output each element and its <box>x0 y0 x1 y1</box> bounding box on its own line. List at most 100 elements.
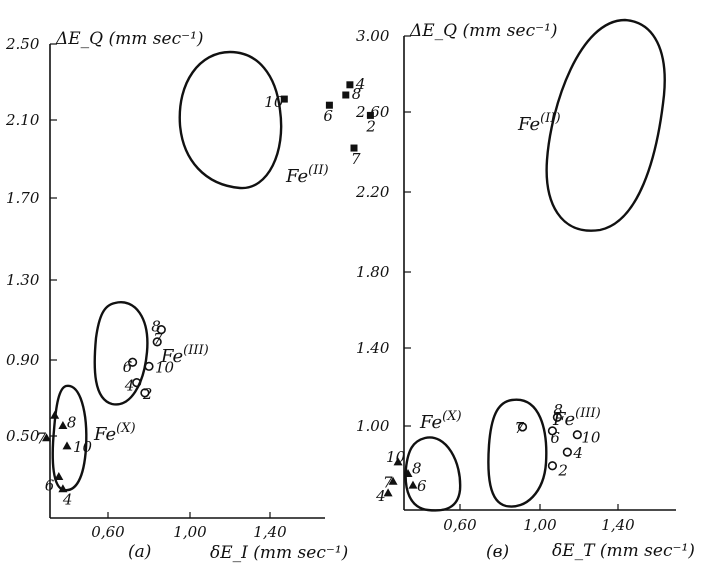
point-label-a-square-1: 8 <box>352 85 362 103</box>
fex-label-b-sup: (X) <box>442 409 461 424</box>
fe3-enclosure-a <box>93 301 149 406</box>
fex-enclosure-b <box>404 436 462 512</box>
y-tick-label-b-5: 1.00 <box>356 417 390 435</box>
fex-label-b: Fe(X) <box>419 409 462 433</box>
fe2-enclosure-b <box>545 18 666 232</box>
point-b-circle-4 <box>562 447 572 457</box>
point-label-b-triangle-0: 10 <box>386 448 406 466</box>
y-tick-label-b-4: 1.40 <box>356 339 390 357</box>
x-axis-label-a: δE_I (mm sec⁻¹) <box>210 543 348 563</box>
fe3-label-a-sup: (III) <box>183 343 209 358</box>
fe2-label-a-sup: (II) <box>308 163 328 178</box>
y-tick-label-a-5: 0.50 <box>6 427 40 445</box>
x-tick-label-a-0: 0,60 <box>91 523 125 541</box>
point-label-a-triangle-5: 4 <box>62 491 73 509</box>
fex-label-a-base: Fe <box>93 424 116 445</box>
point-a-triangle-0 <box>50 410 60 419</box>
point-label-b-circle-5: 2 <box>557 462 568 480</box>
y-tick-label-b-0: 3.00 <box>356 27 390 45</box>
panel-label-a: (a) <box>128 542 151 562</box>
fex-label-a: Fe(X) <box>93 421 136 445</box>
point-b-circle-2 <box>547 426 558 436</box>
point-a-circle-1 <box>152 337 162 347</box>
point-a-square-3 <box>325 101 333 109</box>
point-label-a-circle-3: 10 <box>155 358 175 376</box>
fex-label-b-base: Fe <box>419 412 442 433</box>
point-a-triangle-3 <box>62 441 72 450</box>
fe2-label-b-base: Fe <box>517 114 540 135</box>
y-tick-label-b-3: 1.80 <box>356 263 390 281</box>
point-a-square-0 <box>346 81 354 89</box>
point-label-a-triangle-2: 7 <box>37 430 47 448</box>
y-tick-label-a-1: 2.10 <box>5 111 40 129</box>
point-label-a-circle-2: 6 <box>123 358 133 376</box>
point-label-b-triangle-1: 8 <box>412 460 422 478</box>
fex-label-a-sup: (X) <box>116 421 135 436</box>
point-b-triangle-0 <box>393 457 403 466</box>
point-label-b-circle-1: 7 <box>515 419 525 437</box>
point-label-a-square-0: 4 <box>355 75 366 93</box>
y-axis-label-a: ΔE_Q (mm sec⁻¹) <box>55 29 204 49</box>
y-tick-label-a-2: 1.70 <box>6 189 40 207</box>
fe2-label-a: Fe(II) <box>285 163 329 187</box>
point-b-triangle-3 <box>408 480 418 489</box>
point-b-triangle-1 <box>403 469 413 477</box>
point-label-b-triangle-4: 4 <box>375 487 386 505</box>
y-ticks-b: 3.00 2.60 2.20 1.80 1.40 1.00 <box>355 27 411 435</box>
point-label-a-circle-0: 8 <box>151 318 161 336</box>
point-b-circle-5 <box>547 461 558 471</box>
fe2-enclosure-a <box>178 50 283 190</box>
point-a-circle-2 <box>128 357 138 367</box>
chart-panel-b: ΔE_Q (mm sec⁻¹) δE_T (mm sec⁻¹) (в) 3.00… <box>355 18 695 562</box>
point-a-triangle-5 <box>58 484 68 493</box>
fe2-label-a-base: Fe <box>285 166 308 187</box>
point-a-square-4 <box>366 111 374 119</box>
point-a-triangle-1 <box>58 420 68 429</box>
point-a-square-1 <box>342 91 350 99</box>
point-b-circle-3 <box>572 430 582 440</box>
x-ticks-b: 0,60 1,00 1,40 <box>443 504 635 534</box>
point-a-circle-5 <box>140 388 150 398</box>
point-a-square-5 <box>350 144 358 152</box>
fe3-label-b-sup: (III) <box>575 406 601 421</box>
point-label-a-square-3: 6 <box>323 107 333 125</box>
x-axis-label-b: δE_T (mm sec⁻¹) <box>552 541 695 561</box>
point-label-a-triangle-3: 10 <box>73 438 93 456</box>
point-label-a-square-2: 10 <box>264 93 284 111</box>
point-label-a-circle-4: 4 <box>124 377 135 395</box>
panel-label-b: (в) <box>486 542 509 562</box>
y-tick-label-b-1: 2.60 <box>355 103 390 121</box>
point-label-a-circle-5: 2 <box>142 385 153 403</box>
y-tick-label-a-3: 1.30 <box>6 271 40 289</box>
point-label-b-circle-2: 6 <box>550 429 560 447</box>
point-label-a-triangle-4: 6 <box>45 476 55 494</box>
fe2-label-b: Fe(II) <box>517 111 561 135</box>
point-a-triangle-2 <box>42 433 51 442</box>
y-axis-label-b: ΔE_Q (mm sec⁻¹) <box>409 21 558 41</box>
point-a-circle-4 <box>132 378 142 388</box>
point-b-triangle-2 <box>388 476 398 485</box>
x-tick-label-b-1: 1,00 <box>523 516 557 534</box>
point-label-b-triangle-2: 7 <box>383 473 393 491</box>
point-b-circle-0 <box>552 412 563 422</box>
point-label-b-circle-4: 4 <box>572 444 583 462</box>
point-label-a-circle-1: 7 <box>153 330 163 348</box>
point-a-triangle-4 <box>54 471 64 480</box>
fe3-label-a-base: Fe <box>160 346 183 367</box>
point-label-a-square-4: 2 <box>365 117 376 135</box>
y-tick-label-a-0: 2.50 <box>5 35 40 53</box>
y-tick-label-a-4: 0.90 <box>6 351 40 369</box>
point-label-b-circle-0: 8 <box>553 401 563 419</box>
x-tick-label-a-2: 1,40 <box>253 523 287 541</box>
point-label-b-circle-3: 10 <box>581 429 601 447</box>
point-a-square-2 <box>280 95 288 103</box>
data-points-b: 24681078761042108764 <box>375 401 601 505</box>
point-b-triangle-4 <box>383 488 393 497</box>
x-ticks-a: 0,60 1,00 1,40 <box>91 512 287 541</box>
point-b-circle-1 <box>517 422 528 432</box>
point-label-a-triangle-1: 8 <box>67 413 77 431</box>
fe3-label-a: Fe(III) <box>160 343 209 367</box>
x-tick-label-b-2: 1,40 <box>601 516 635 534</box>
